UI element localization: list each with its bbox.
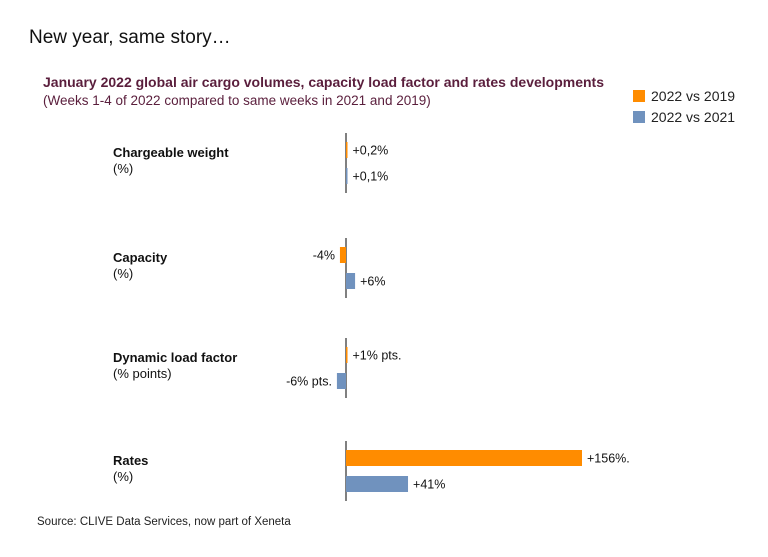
bar-dynamic-load-factor-2022-vs-2019 xyxy=(346,347,348,363)
category-label-rates: Rates xyxy=(113,453,148,468)
bar-chargeable-weight-2022-vs-2021 xyxy=(346,168,348,184)
data-label-capacity-2022-vs-2021: +6% xyxy=(360,275,385,289)
category-unit-rates: (%) xyxy=(113,469,133,484)
chart-subtitle: (Weeks 1-4 of 2022 compared to same week… xyxy=(43,93,431,108)
category-label-chargeable-weight: Chargeable weight xyxy=(113,145,229,160)
bar-rates-2022-vs-2019 xyxy=(346,450,582,466)
legend-item-2022-vs-2019: 2022 vs 2019 xyxy=(633,88,735,104)
data-label-rates-2022-vs-2019: +156%. xyxy=(587,452,630,466)
bar-capacity-2022-vs-2021 xyxy=(346,273,356,289)
category-unit-capacity: (%) xyxy=(113,266,133,281)
bar-rates-2022-vs-2021 xyxy=(346,476,409,492)
legend-swatch-2022-vs-2021 xyxy=(633,111,645,123)
bar-chargeable-weight-2022-vs-2019 xyxy=(346,142,348,158)
data-label-chargeable-weight-2022-vs-2019: +0,2% xyxy=(353,144,389,158)
data-label-rates-2022-vs-2021: +41% xyxy=(413,478,445,492)
bar-dynamic-load-factor-2022-vs-2021 xyxy=(336,373,346,389)
data-label-chargeable-weight-2022-vs-2021: +0,1% xyxy=(353,170,389,184)
legend-swatch-2022-vs-2019 xyxy=(633,90,645,102)
legend-label-2022-vs-2021: 2022 vs 2021 xyxy=(651,109,736,125)
category-unit-chargeable-weight: (%) xyxy=(113,161,133,176)
chart-title: January 2022 global air cargo volumes, c… xyxy=(43,74,604,90)
legend-label-2022-vs-2019: 2022 vs 2019 xyxy=(651,88,736,104)
category-label-capacity: Capacity xyxy=(113,250,168,265)
source-note: Source: CLIVE Data Services, now part of… xyxy=(37,516,291,528)
category-label-dynamic-load-factor: Dynamic load factor xyxy=(113,350,237,365)
bar-capacity-2022-vs-2019 xyxy=(339,247,346,263)
data-label-dynamic-load-factor-2022-vs-2021: -6% pts. xyxy=(286,375,332,389)
legend-item-2022-vs-2021: 2022 vs 2021 xyxy=(633,109,735,125)
data-label-dynamic-load-factor-2022-vs-2019: +1% pts. xyxy=(353,349,402,363)
data-label-capacity-2022-vs-2019: -4% xyxy=(313,249,335,263)
page-title: New year, same story… xyxy=(29,27,231,48)
category-unit-dynamic-load-factor: (% points) xyxy=(113,366,172,381)
